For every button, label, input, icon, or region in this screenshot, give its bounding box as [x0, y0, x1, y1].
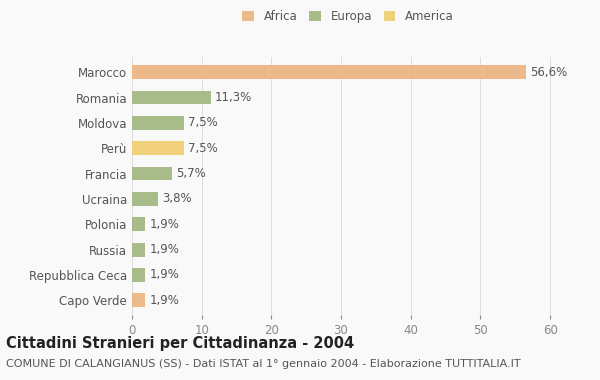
Text: 1,9%: 1,9%	[149, 268, 179, 281]
Bar	[132, 166, 172, 180]
Text: 1,9%: 1,9%	[149, 218, 179, 231]
Bar	[132, 116, 184, 130]
Text: Cittadini Stranieri per Cittadinanza - 2004: Cittadini Stranieri per Cittadinanza - 2…	[6, 336, 354, 351]
Bar	[132, 141, 184, 155]
Bar	[132, 192, 158, 206]
Bar	[132, 217, 145, 231]
Text: 7,5%: 7,5%	[188, 142, 218, 155]
Text: COMUNE DI CALANGIANUS (SS) - Dati ISTAT al 1° gennaio 2004 - Elaborazione TUTTIT: COMUNE DI CALANGIANUS (SS) - Dati ISTAT …	[6, 359, 521, 369]
Text: 1,9%: 1,9%	[149, 294, 179, 307]
Bar	[132, 90, 211, 105]
Bar	[132, 65, 526, 79]
Text: 56,6%: 56,6%	[530, 66, 568, 79]
Text: 3,8%: 3,8%	[163, 192, 192, 205]
Bar	[132, 242, 145, 256]
Text: 11,3%: 11,3%	[215, 91, 252, 104]
Text: 1,9%: 1,9%	[149, 243, 179, 256]
Text: 5,7%: 5,7%	[176, 167, 206, 180]
Bar	[132, 268, 145, 282]
Text: 7,5%: 7,5%	[188, 116, 218, 129]
Bar	[132, 293, 145, 307]
Legend: Africa, Europa, America: Africa, Europa, America	[242, 10, 454, 23]
